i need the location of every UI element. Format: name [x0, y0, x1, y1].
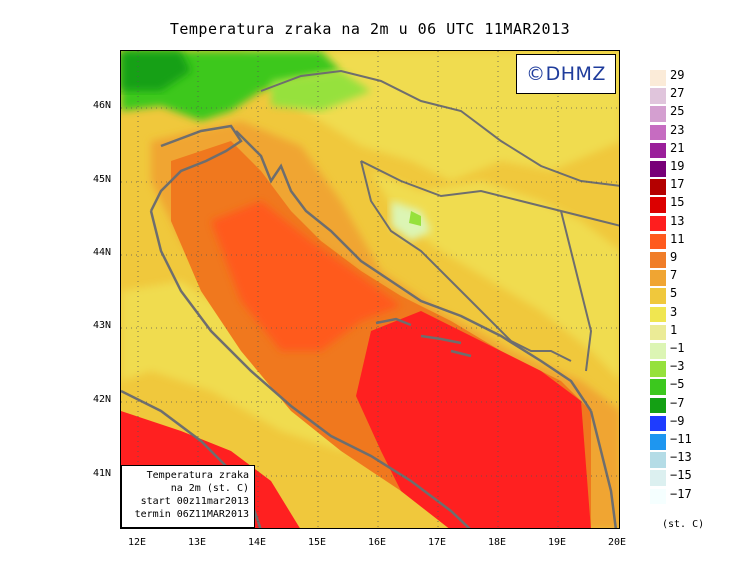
- lat-label-46n: 46N: [93, 100, 112, 111]
- lon-label-19e: 19E: [547, 537, 567, 548]
- croatia-bosnia-west-border: [360, 160, 512, 342]
- legend-unit-label: (st. C): [662, 519, 705, 530]
- legend-label: −11: [670, 432, 692, 446]
- lon-label-15e: 15E: [307, 537, 327, 548]
- land-mild-field-inland: [371, 171, 619, 379]
- legend-swatch: [650, 343, 666, 359]
- borders: [260, 69, 619, 372]
- lat-label-41n: 41N: [93, 468, 112, 479]
- legend-swatch: [650, 88, 666, 104]
- legend-label: 25: [670, 104, 685, 119]
- temperature-map: [120, 50, 620, 529]
- lon-label-14e: 14E: [247, 537, 267, 548]
- legend-label: 5: [670, 286, 678, 301]
- legend-label: −1: [670, 341, 685, 355]
- legend-label: 21: [670, 140, 685, 155]
- slovenia-hungary-border: [260, 69, 619, 187]
- legend-label: −7: [670, 395, 685, 410]
- legend-label: −3: [670, 359, 685, 374]
- legend-swatch: [650, 215, 666, 232]
- info-line-variable: Temperatura zraka: [146, 470, 249, 481]
- alpine-cool-field: [271, 71, 371, 111]
- lat-lon-grid: [121, 51, 619, 528]
- legend-label: 27: [670, 86, 685, 101]
- legend-swatch: [650, 252, 666, 268]
- legend-label: −15: [670, 468, 692, 483]
- croatia-bosnia-north-border: [360, 160, 619, 227]
- legend-swatch: [650, 106, 666, 122]
- legend-swatch: [650, 270, 666, 286]
- legend-swatch: [650, 488, 666, 505]
- legend-swatch: [650, 324, 666, 341]
- legend-label: 7: [670, 268, 678, 283]
- legend-label: 17: [670, 177, 685, 192]
- legend-swatch: [650, 142, 666, 159]
- montenegro-border: [510, 340, 572, 362]
- lon-label-12e: 12E: [127, 537, 147, 548]
- island-korcula: [450, 349, 472, 358]
- lat-label-43n: 43N: [93, 320, 112, 331]
- lon-label-13e: 13E: [187, 537, 207, 548]
- south-adriatic-hot-field: [356, 311, 591, 528]
- legend-label: 29: [670, 68, 685, 82]
- legend-swatch: [650, 361, 666, 377]
- legend-label: 3: [670, 304, 678, 319]
- lat-label-45n: 45N: [93, 174, 112, 185]
- legend-swatch: [650, 397, 666, 414]
- legend-label: −5: [670, 377, 685, 392]
- lon-label-16e: 16E: [367, 537, 387, 548]
- dhmz-logo: ©DHMZ: [516, 54, 616, 94]
- info-line-start: start 00z11mar2013: [140, 496, 249, 507]
- albanian-coastline: [589, 410, 618, 528]
- map-title: Temperatura zraka na 2m u 06 UTC 11MAR20…: [169, 20, 571, 38]
- legend-swatch: [650, 197, 666, 213]
- legend-swatch: [650, 70, 666, 86]
- legend-label: 13: [670, 213, 685, 228]
- lon-label-17e: 17E: [427, 537, 447, 548]
- legend-label: −9: [670, 413, 685, 428]
- legend-swatch: [650, 161, 666, 177]
- legend-label: 9: [670, 250, 678, 264]
- legend-swatch: [650, 288, 666, 304]
- legend-label: 23: [670, 122, 685, 137]
- temperature-field: [121, 51, 619, 528]
- legend-label: −17: [670, 486, 692, 501]
- venice-coastline: [149, 124, 243, 212]
- italian-coastline: [149, 210, 471, 528]
- bosnia-serbia-border: [560, 210, 593, 372]
- island-hvar: [420, 334, 462, 345]
- legend-swatch: [650, 124, 666, 141]
- croatian-coastline: [235, 130, 593, 412]
- alpine-colder-field: [121, 51, 191, 91]
- legend-label: 11: [670, 231, 685, 246]
- lon-label-18e: 18E: [487, 537, 507, 548]
- legend-label: 19: [670, 159, 685, 173]
- legend-swatch: [650, 415, 666, 432]
- info-line-units: na 2m (st. C): [170, 483, 249, 494]
- map-info-box: Temperatura zraka na 2m (st. C) start 00…: [121, 465, 255, 528]
- lat-label-44n: 44N: [93, 247, 112, 258]
- lon-label-20e: 20E: [607, 537, 627, 548]
- legend-swatch: [650, 379, 666, 395]
- legend-swatch: [650, 179, 666, 195]
- island-brac: [375, 317, 412, 327]
- lat-label-42n: 42N: [93, 394, 112, 405]
- legend-swatch: [650, 470, 666, 486]
- legend-label: −13: [670, 450, 692, 465]
- legend-swatch: [650, 306, 666, 323]
- legend-label: 1: [670, 322, 678, 337]
- adriatic-warm-core: [211, 201, 401, 351]
- info-line-termin: termin 06Z11MAR2013: [134, 509, 249, 520]
- cold-spot-lika: [409, 211, 421, 226]
- legend-swatch: [650, 434, 666, 450]
- legend-swatch: [650, 233, 666, 250]
- legend-swatch: [650, 452, 666, 468]
- legend-label: 15: [670, 195, 685, 210]
